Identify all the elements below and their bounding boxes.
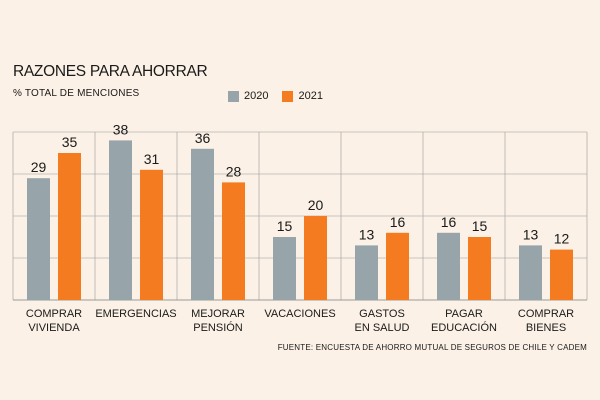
category-label: PENSIÓN: [193, 321, 243, 334]
category-label: VIVIENDA: [28, 322, 80, 334]
category-label: EMERGENCIAS: [95, 308, 176, 320]
data-label-2020: 13: [523, 226, 539, 242]
bar-2021: [222, 182, 245, 300]
legend-swatch-2020: [228, 90, 239, 102]
legend-item-2021: 2021: [282, 90, 323, 102]
chart-title: RAZONES PARA AHORRAR: [13, 63, 208, 80]
bar-2020: [355, 245, 378, 300]
chart-source: FUENTE: ENCUESTA DE AHORRO MUTUAL DE SEG…: [277, 343, 587, 352]
legend-label-2020: 2020: [244, 90, 269, 102]
chart-subtitle: % TOTAL DE MENCIONES: [13, 88, 140, 99]
data-label-2021: 20: [308, 197, 324, 213]
bar-2020: [273, 237, 296, 300]
data-label-2020: 29: [31, 159, 47, 175]
data-label-2021: 16: [390, 214, 406, 230]
bar-2020: [191, 148, 214, 300]
data-label-2020: 36: [195, 130, 211, 146]
category-label: EDUCACIÓN: [431, 321, 497, 334]
data-label-2021: 31: [144, 151, 160, 167]
data-label-2020: 13: [359, 226, 375, 242]
data-label-2020: 15: [277, 218, 293, 234]
legend-item-2020: 2020: [228, 90, 268, 102]
category-label: VACACIONES: [264, 308, 335, 320]
bar-2020: [109, 140, 132, 300]
bar-2020: [519, 245, 542, 300]
bar-2021: [304, 216, 327, 300]
data-label-2020: 16: [441, 214, 457, 230]
bar-2021: [58, 153, 81, 300]
bar-2021: [386, 232, 409, 300]
data-label-2020: 38: [113, 121, 129, 137]
category-label: BIENES: [526, 322, 566, 334]
category-label: GASTOS: [359, 308, 405, 320]
bar-2021: [140, 169, 163, 300]
data-label-2021: 12: [554, 231, 570, 247]
bar-2021: [468, 237, 491, 300]
legend-swatch-2021: [282, 90, 294, 102]
bar-2021: [550, 249, 573, 300]
data-label-2021: 28: [226, 163, 242, 179]
chart-legend: 2020 2021: [228, 90, 323, 102]
bar-2020: [437, 232, 460, 300]
data-label-2021: 15: [472, 218, 488, 234]
category-label: EN SALUD: [354, 322, 409, 334]
bar-2020: [27, 178, 50, 300]
category-label: PAGAR: [445, 308, 483, 320]
category-label: COMPRAR: [26, 308, 82, 320]
category-label: MEJORAR: [191, 308, 245, 320]
legend-label-2021: 2021: [298, 90, 323, 102]
category-label: COMPRAR: [518, 308, 574, 320]
data-label-2021: 35: [62, 134, 78, 150]
